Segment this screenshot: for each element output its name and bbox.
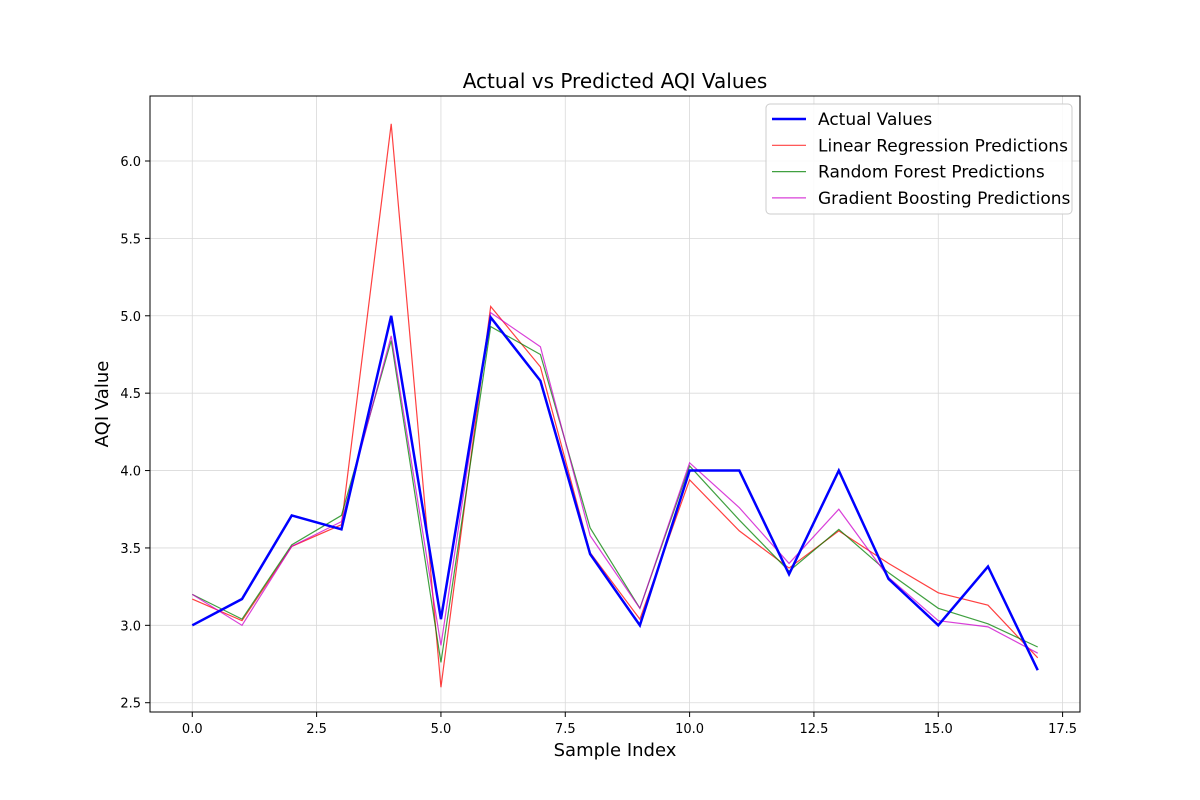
x-tick-label: 2.5 bbox=[306, 722, 327, 737]
x-tick-label: 15.0 bbox=[924, 722, 953, 737]
y-tick-label: 5.0 bbox=[120, 310, 141, 325]
chart-title: Actual vs Predicted AQI Values bbox=[463, 69, 768, 93]
y-tick-label: 2.5 bbox=[120, 697, 141, 712]
x-tick-label: 5.0 bbox=[431, 722, 452, 737]
legend-entry-label: Linear Regression Predictions bbox=[818, 136, 1068, 156]
legend-entry-label: Random Forest Predictions bbox=[818, 163, 1045, 183]
y-tick-label: 4.5 bbox=[120, 387, 141, 402]
series-line-random-forest-predictions bbox=[192, 325, 1038, 663]
y-tick-label: 3.0 bbox=[120, 619, 141, 634]
legend: Actual Values Linear Regression Predictio… bbox=[765, 103, 1073, 215]
legend-entry-label: Gradient Boosting Predictions bbox=[818, 189, 1071, 209]
series-line-actual-values bbox=[191, 314, 1039, 671]
x-tick-label: 7.5 bbox=[555, 722, 576, 737]
legend-entry-label: Actual Values bbox=[818, 110, 932, 130]
legend-frame bbox=[765, 103, 1073, 215]
y-tick-label: 5.5 bbox=[120, 232, 141, 247]
y-axis-label: AQI Value bbox=[92, 361, 113, 448]
x-tick-label: 0.0 bbox=[182, 722, 203, 737]
y-tick-label: 4.0 bbox=[120, 465, 141, 480]
x-tick-label: 17.5 bbox=[1048, 722, 1077, 737]
series-line-gradient-boosting-predictions bbox=[191, 311, 1039, 654]
x-tick-label: 12.5 bbox=[799, 722, 828, 737]
series-lines bbox=[191, 123, 1039, 688]
y-axis-ticks: 2.5 3.0 3.5 4.0 4.5 5.0 5.5 6.0 bbox=[120, 155, 150, 712]
x-tick-label: 10.0 bbox=[675, 722, 704, 737]
y-tick-label: 6.0 bbox=[120, 155, 141, 170]
plot-area-frame bbox=[149, 95, 1081, 713]
x-axis-label: Sample Index bbox=[554, 740, 677, 761]
x-axis-ticks: 0.0 2.5 5.0 7.5 10.0 12.5 15.0 17.5 bbox=[182, 712, 1077, 737]
y-tick-label: 3.5 bbox=[120, 542, 141, 557]
